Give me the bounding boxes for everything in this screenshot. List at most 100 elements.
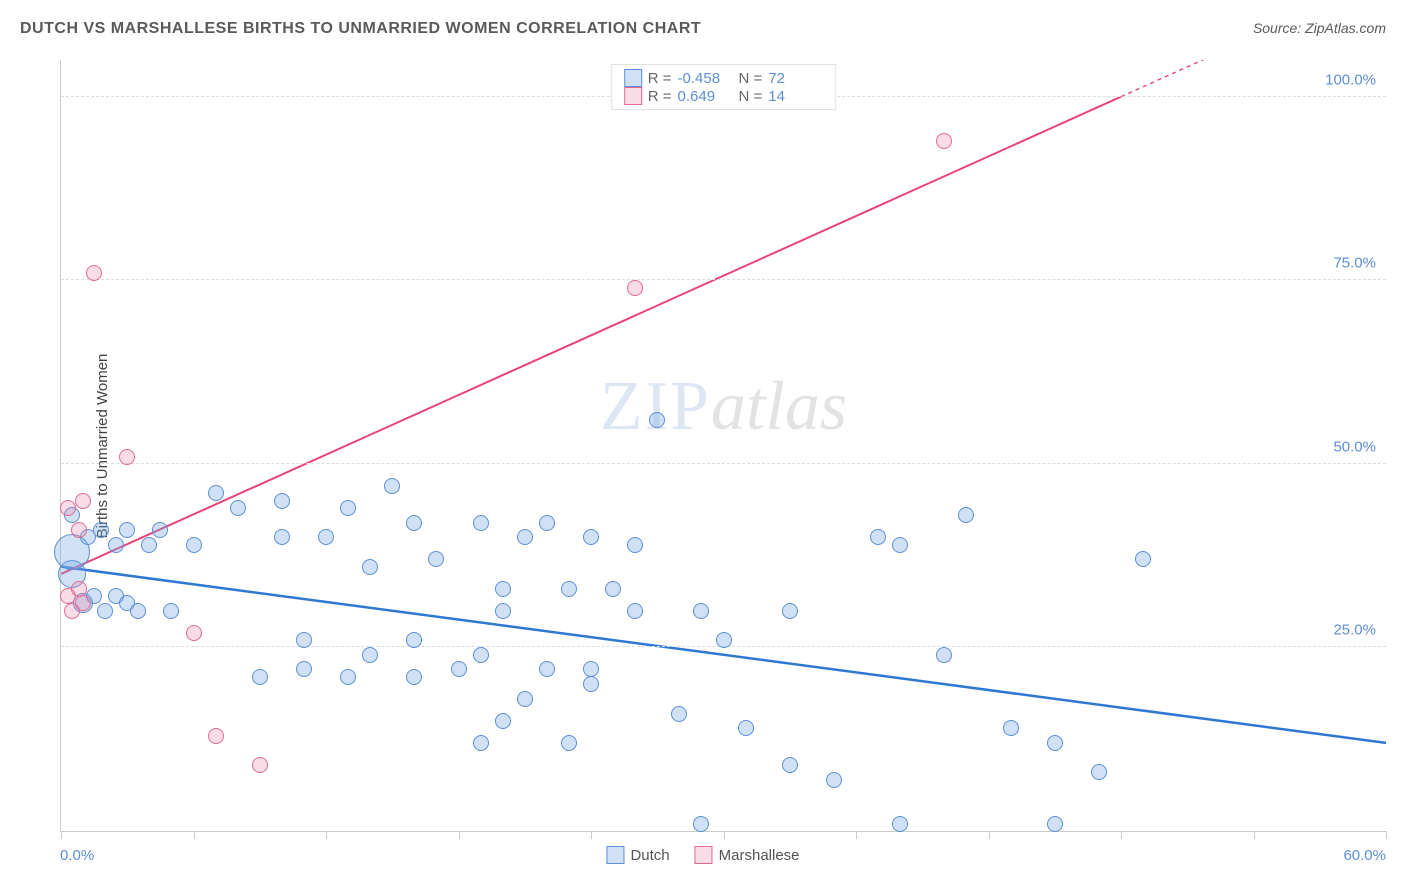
data-point (826, 772, 842, 788)
r-label: R = (648, 88, 672, 105)
x-tick (1121, 831, 1122, 839)
x-tick (989, 831, 990, 839)
data-point (936, 133, 952, 149)
data-point (473, 515, 489, 531)
n-label: N = (739, 88, 763, 105)
data-point (1091, 764, 1107, 780)
data-point (1047, 735, 1063, 751)
data-point (583, 676, 599, 692)
legend-swatch (624, 69, 642, 87)
data-point (71, 522, 87, 538)
x-tick (724, 831, 725, 839)
data-point (130, 603, 146, 619)
y-tick-label: 100.0% (1325, 71, 1376, 88)
data-point (428, 551, 444, 567)
data-point (406, 669, 422, 685)
data-point (561, 735, 577, 751)
data-point (384, 478, 400, 494)
data-point (296, 661, 312, 677)
data-point (782, 603, 798, 619)
n-value: 72 (768, 70, 823, 87)
chart-title: DUTCH VS MARSHALLESE BIRTHS TO UNMARRIED… (20, 20, 701, 38)
data-point (782, 757, 798, 773)
data-point (296, 632, 312, 648)
data-point (1047, 816, 1063, 832)
r-label: R = (648, 70, 672, 87)
legend-item: Marshallese (695, 846, 800, 864)
r-value: -0.458 (678, 70, 733, 87)
n-value: 14 (768, 88, 823, 105)
data-point (186, 537, 202, 553)
data-point (93, 522, 109, 538)
data-point (561, 581, 577, 597)
x-tick (326, 831, 327, 839)
data-point (274, 493, 290, 509)
data-point (71, 581, 87, 597)
data-point (108, 537, 124, 553)
data-point (230, 500, 246, 516)
data-point (649, 412, 665, 428)
data-point (75, 595, 91, 611)
data-point (362, 647, 378, 663)
data-point (1135, 551, 1151, 567)
data-point (406, 632, 422, 648)
data-point (627, 603, 643, 619)
data-point (627, 280, 643, 296)
correlation-row: R = -0.458 N = 72 (624, 69, 824, 87)
x-axis-min-label: 0.0% (60, 847, 94, 864)
data-point (495, 603, 511, 619)
series-legend: Dutch Marshallese (606, 846, 799, 864)
data-point (451, 661, 467, 677)
data-point (75, 493, 91, 509)
data-point (86, 265, 102, 281)
data-point (152, 522, 168, 538)
data-point (318, 529, 334, 545)
data-point (495, 713, 511, 729)
n-label: N = (739, 70, 763, 87)
x-tick (856, 831, 857, 839)
data-point (60, 500, 76, 516)
y-tick-label: 50.0% (1333, 438, 1376, 455)
data-point (517, 691, 533, 707)
data-point (252, 757, 268, 773)
data-point (627, 537, 643, 553)
trend-lines-svg (61, 60, 1386, 831)
data-point (539, 515, 555, 531)
data-point (163, 603, 179, 619)
data-point (186, 625, 202, 641)
data-point (936, 647, 952, 663)
data-point (605, 581, 621, 597)
data-point (716, 632, 732, 648)
data-point (738, 720, 754, 736)
data-point (539, 661, 555, 677)
legend-label: Dutch (630, 847, 669, 864)
gridline (61, 463, 1386, 464)
x-tick (194, 831, 195, 839)
data-point (406, 515, 422, 531)
x-tick (61, 831, 62, 839)
x-tick (459, 831, 460, 839)
data-point (693, 816, 709, 832)
legend-swatch (624, 87, 642, 105)
data-point (340, 500, 356, 516)
data-point (517, 529, 533, 545)
correlation-row: R = 0.649 N = 14 (624, 87, 824, 105)
x-tick (591, 831, 592, 839)
x-axis-max-label: 60.0% (1343, 847, 1386, 864)
data-point (119, 449, 135, 465)
r-value: 0.649 (678, 88, 733, 105)
gridline (61, 279, 1386, 280)
data-point (119, 522, 135, 538)
data-point (208, 728, 224, 744)
watermark-zip: ZIP (600, 368, 711, 445)
data-point (1003, 720, 1019, 736)
data-point (671, 706, 687, 722)
x-tick (1254, 831, 1255, 839)
source-attribution: Source: ZipAtlas.com (1253, 20, 1386, 36)
y-tick-label: 75.0% (1333, 255, 1376, 272)
data-point (892, 537, 908, 553)
correlation-legend: R = -0.458 N = 72 R = 0.649 N = 14 (611, 64, 837, 110)
data-point (97, 603, 113, 619)
data-point (870, 529, 886, 545)
data-point (583, 529, 599, 545)
